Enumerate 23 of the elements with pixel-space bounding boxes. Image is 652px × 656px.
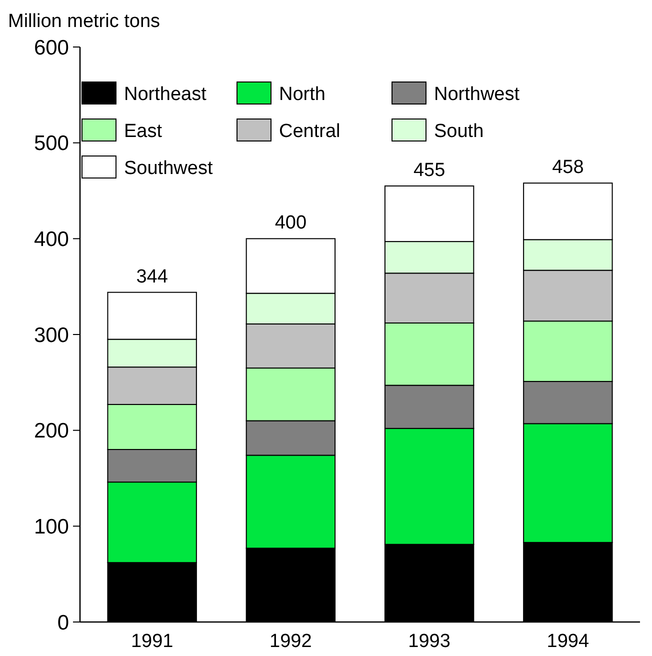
y-tick-label: 100 (34, 516, 69, 539)
legend-label: North (279, 84, 326, 105)
legend-label: Southwest (124, 158, 214, 179)
x-tick-label: 1994 (546, 631, 590, 652)
y-tick-label: 300 (34, 324, 69, 347)
x-tick-label: 1992 (270, 631, 312, 652)
legend-label: Northeast (124, 84, 208, 105)
y-axis-title: Million metric tons (8, 11, 160, 32)
y-tick-label: 200 (34, 420, 69, 443)
total-label: 344 (136, 266, 168, 288)
y-tick-label: 500 (34, 132, 69, 156)
legend-label: East (124, 121, 163, 142)
x-tick-label: 1993 (408, 631, 450, 652)
y-tick-label: 400 (34, 228, 69, 252)
x-tick-label: 1991 (130, 631, 174, 652)
y-tick-label: 600 (34, 36, 69, 60)
total-label: 458 (552, 157, 584, 178)
y-tick-label: 0 (57, 611, 69, 634)
legend-label: South (434, 121, 484, 142)
total-label: 400 (274, 212, 307, 234)
total-label: 455 (413, 160, 446, 181)
legend-label: Northwest (434, 84, 520, 105)
legend-label: Central (279, 121, 340, 142)
